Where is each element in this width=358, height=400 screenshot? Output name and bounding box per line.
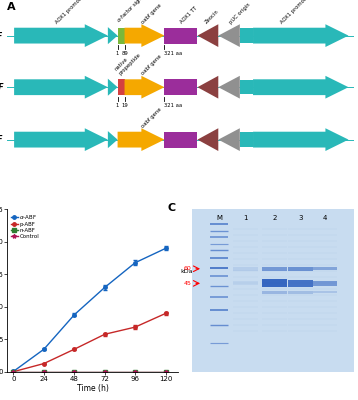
FancyBboxPatch shape (289, 291, 313, 294)
FancyBboxPatch shape (233, 281, 257, 286)
Text: 2: 2 (272, 215, 277, 221)
Text: oabf gene: oabf gene (141, 106, 163, 129)
Text: kDa: kDa (180, 269, 193, 274)
FancyBboxPatch shape (117, 79, 125, 95)
FancyBboxPatch shape (164, 28, 198, 44)
Polygon shape (218, 76, 240, 98)
Polygon shape (198, 24, 218, 47)
Legend: $\alpha$-ABF, p-ABF, n-ABF, Control: $\alpha$-ABF, p-ABF, n-ABF, Control (10, 212, 40, 240)
Text: 321 aa: 321 aa (164, 51, 183, 56)
FancyBboxPatch shape (240, 80, 253, 94)
Polygon shape (14, 128, 108, 151)
Polygon shape (108, 27, 117, 44)
Text: AOX1 TT: AOX1 TT (179, 6, 199, 25)
FancyBboxPatch shape (289, 267, 313, 270)
Text: 3: 3 (299, 215, 303, 221)
FancyBboxPatch shape (240, 132, 253, 147)
Polygon shape (218, 24, 240, 47)
FancyBboxPatch shape (164, 132, 198, 148)
FancyBboxPatch shape (192, 209, 354, 372)
Polygon shape (253, 76, 349, 98)
Text: oabf gene: oabf gene (141, 54, 163, 76)
FancyBboxPatch shape (313, 267, 337, 270)
Text: 1: 1 (116, 51, 119, 56)
Text: AOX1 promoter region: AOX1 promoter region (54, 0, 99, 25)
Polygon shape (108, 79, 117, 96)
FancyBboxPatch shape (289, 280, 313, 287)
Polygon shape (253, 128, 349, 151)
FancyBboxPatch shape (117, 28, 125, 44)
FancyBboxPatch shape (233, 267, 257, 270)
Text: 321 aa: 321 aa (164, 102, 183, 108)
FancyBboxPatch shape (164, 79, 198, 95)
Polygon shape (108, 131, 117, 148)
Polygon shape (198, 128, 218, 151)
Text: $\alpha$-factor signal peptide: $\alpha$-factor signal peptide (115, 0, 164, 25)
Text: C: C (167, 203, 175, 213)
Text: pUC origin: pUC origin (228, 2, 251, 25)
FancyBboxPatch shape (262, 280, 287, 287)
Text: 60: 60 (184, 266, 192, 271)
Text: 1: 1 (243, 215, 247, 221)
Text: 45: 45 (184, 281, 192, 286)
Polygon shape (253, 24, 349, 47)
Polygon shape (198, 76, 218, 98)
Text: 19: 19 (121, 102, 128, 108)
Polygon shape (218, 128, 240, 151)
Text: 4: 4 (323, 215, 327, 221)
Polygon shape (14, 76, 108, 98)
FancyBboxPatch shape (262, 267, 287, 270)
Text: AOX1 promoter region: AOX1 promoter region (280, 0, 325, 25)
FancyBboxPatch shape (313, 291, 337, 293)
FancyBboxPatch shape (240, 28, 253, 43)
Text: oabf gene: oabf gene (141, 2, 163, 25)
Text: p-ABF: p-ABF (0, 83, 4, 92)
Text: M: M (216, 215, 222, 221)
Text: 89: 89 (121, 51, 128, 56)
X-axis label: Time (h): Time (h) (77, 384, 108, 392)
Text: 1: 1 (116, 102, 119, 108)
Polygon shape (117, 128, 164, 151)
Text: Zeocin: Zeocin (204, 9, 221, 25)
Text: n-ABF: n-ABF (0, 135, 4, 144)
Text: $\alpha$-ABF: $\alpha$-ABF (0, 30, 4, 41)
FancyBboxPatch shape (313, 281, 337, 286)
Text: A: A (7, 2, 16, 12)
Polygon shape (125, 76, 164, 98)
FancyBboxPatch shape (262, 291, 287, 294)
Polygon shape (14, 24, 108, 47)
Polygon shape (125, 24, 164, 47)
Text: native
propeptide: native propeptide (113, 48, 141, 76)
